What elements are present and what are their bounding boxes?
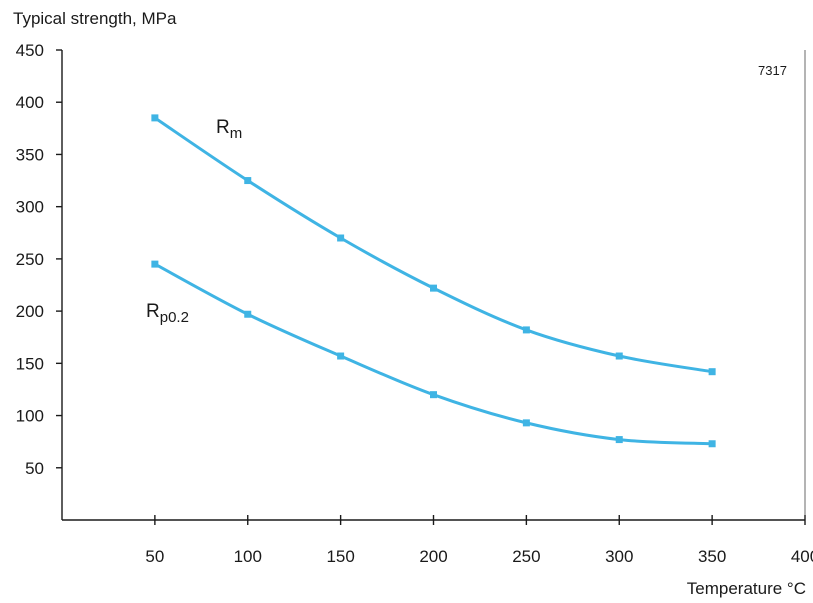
data-point-rp0-2 bbox=[337, 352, 345, 360]
series-layer: Rm Rp0.2 bbox=[146, 114, 716, 448]
x-tick-label: 300 bbox=[605, 547, 633, 566]
data-point-rp0-2 bbox=[430, 391, 437, 399]
data-point-rp0-2 bbox=[244, 310, 252, 318]
data-point-rm bbox=[615, 352, 623, 360]
y-tick-label: 350 bbox=[16, 145, 44, 164]
y-tick-label: 450 bbox=[16, 41, 44, 60]
series-label-rp0-2: Rp0.2 bbox=[146, 301, 189, 326]
y-axis-ticks: 50 100 150 200 250 300 350 400 450 bbox=[16, 41, 62, 478]
y-tick-label: 100 bbox=[16, 407, 44, 426]
data-point-rp0-2 bbox=[615, 436, 623, 444]
data-point-rm bbox=[244, 177, 252, 185]
data-point-rm bbox=[708, 368, 716, 376]
y-tick-label: 200 bbox=[16, 302, 44, 321]
x-tick-label: 400 bbox=[791, 547, 813, 566]
y-axis-title: Typical strength, MPa bbox=[13, 9, 177, 28]
y-tick-label: 400 bbox=[16, 93, 44, 112]
y-tick-label: 150 bbox=[16, 354, 44, 373]
x-tick-label: 150 bbox=[326, 547, 354, 566]
x-tick-label: 100 bbox=[234, 547, 262, 566]
x-axis-ticks: 50 100 150 200 250 300 350 400 bbox=[145, 515, 813, 566]
x-axis-title: Temperature °C bbox=[687, 579, 806, 598]
series-label-rm: Rm bbox=[216, 117, 242, 142]
x-tick-label: 50 bbox=[145, 547, 164, 566]
series-line-rm bbox=[153, 116, 714, 374]
x-tick-label: 200 bbox=[419, 547, 447, 566]
corner-code-label: 7317 bbox=[758, 63, 787, 78]
data-point-rp0-2 bbox=[151, 260, 159, 268]
data-point-rp0-2 bbox=[522, 419, 530, 427]
y-tick-label: 250 bbox=[16, 250, 44, 269]
data-point-rp0-2 bbox=[708, 440, 716, 448]
y-tick-label: 50 bbox=[25, 459, 44, 478]
y-tick-label: 300 bbox=[16, 198, 44, 217]
data-point-rm bbox=[151, 114, 159, 122]
data-point-rm bbox=[522, 326, 530, 334]
x-tick-label: 350 bbox=[698, 547, 726, 566]
data-point-rm bbox=[337, 234, 345, 242]
data-point-rm bbox=[430, 284, 437, 292]
x-tick-label: 250 bbox=[512, 547, 540, 566]
